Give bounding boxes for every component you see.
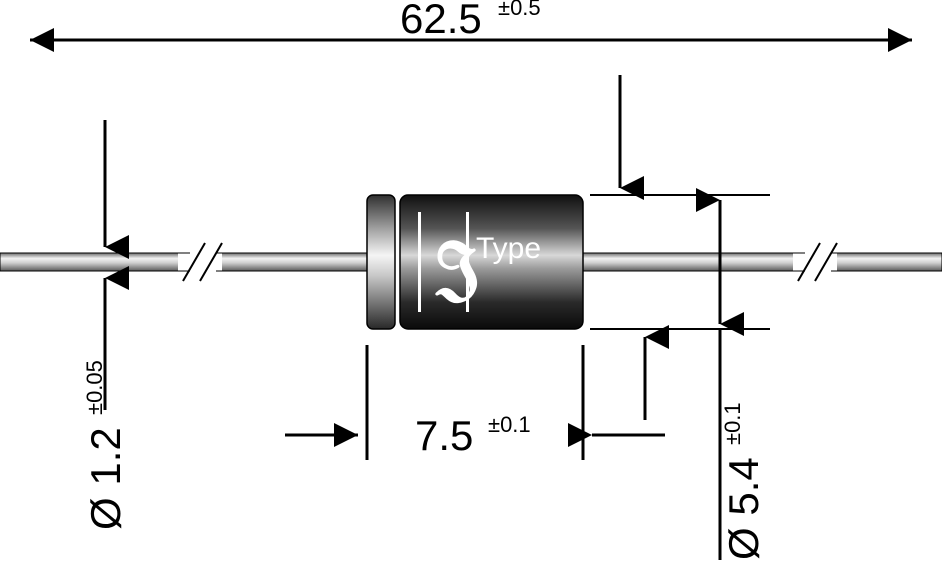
svg-text:±0.1: ±0.1 xyxy=(488,412,531,437)
dim-overall-length: 62.5 ±0.5 xyxy=(30,0,912,42)
dim-body-diameter: Ø 5.4 ±0.1 xyxy=(590,195,770,560)
logo-text: J xyxy=(434,238,479,304)
dim-body-length: 7.5 ±0.1 xyxy=(285,345,665,460)
svg-text:7.5: 7.5 xyxy=(415,412,473,459)
cathode-band xyxy=(367,195,395,329)
svg-text:±0.5: ±0.5 xyxy=(498,0,541,20)
type-label: Type xyxy=(476,232,541,265)
lead-right xyxy=(583,253,942,271)
svg-text:±0.05: ±0.05 xyxy=(82,360,107,415)
svg-text:62.5: 62.5 xyxy=(400,0,482,42)
diode-technical-drawing: J Type 62.5 ±0.5 Ø 1.2 ±0.05 7.5 ±0.1 xyxy=(0,0,942,582)
svg-text:±0.1: ±0.1 xyxy=(720,402,745,445)
svg-text:Ø 1.2: Ø 1.2 xyxy=(82,427,129,530)
svg-text:Ø 5.4: Ø 5.4 xyxy=(720,457,767,560)
dim-lead-diameter: Ø 1.2 ±0.05 xyxy=(82,120,129,530)
